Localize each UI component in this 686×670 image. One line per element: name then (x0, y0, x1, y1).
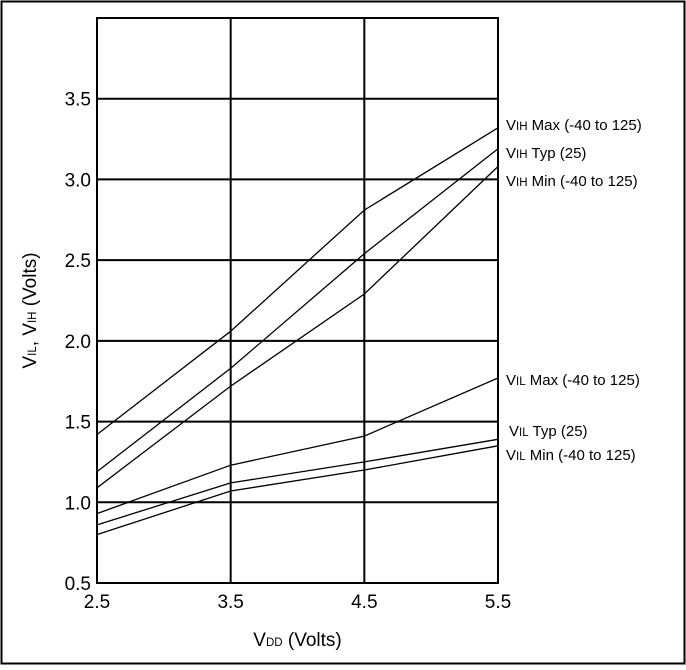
series-labels: VIH Max (-40 to 125) VIH Typ (25) VIH Min … (506, 117, 642, 464)
tick-labels: 2.5 3.5 4.5 5.5 0.5 1.0 1.5 2.0 2.5 3.0 3.5 (65, 90, 512, 613)
y-tick-label-1: 1.0 (65, 493, 91, 514)
series-line-5 (96, 445, 499, 536)
series-label-0: VIH Max (-40 to 125) (506, 117, 642, 134)
series-line-0 (96, 127, 499, 436)
x-tick-label-2: 4.5 (351, 592, 377, 613)
series-label-3: VIL Max (-40 to 125) (506, 372, 640, 389)
y-tick-label-4: 2.5 (65, 251, 91, 272)
series-line-3 (96, 377, 499, 515)
x-axis-label: VDD (Volts) (253, 630, 341, 651)
x-tick-label-1: 3.5 (217, 592, 243, 613)
x-tick-label-3: 5.5 (485, 592, 511, 613)
y-axis-label: VIL, VIH (Volts) (20, 252, 41, 368)
series-line-2 (96, 166, 499, 489)
y-tick-label-6: 3.5 (65, 90, 91, 111)
series-label-2: VIH Min (-40 to 125) (506, 173, 638, 190)
series-label-4: VIL Typ (25) (509, 423, 588, 440)
series-label-5: VIL Min (-40 to 125) (506, 447, 636, 464)
y-tick-label-3: 2.0 (65, 332, 91, 353)
x-tick-label-0: 2.5 (84, 592, 110, 613)
series-lines (96, 127, 499, 536)
series-line-1 (96, 148, 499, 473)
y-tick-label-5: 3.0 (65, 170, 91, 191)
series-label-1: VIH Typ (25) (506, 145, 586, 162)
plot-area (96, 17, 499, 584)
y-tick-label-2: 1.5 (65, 413, 91, 434)
grid-lines (96, 18, 499, 584)
y-tick-label-0: 0.5 (65, 574, 91, 595)
series-line-4 (96, 438, 499, 526)
